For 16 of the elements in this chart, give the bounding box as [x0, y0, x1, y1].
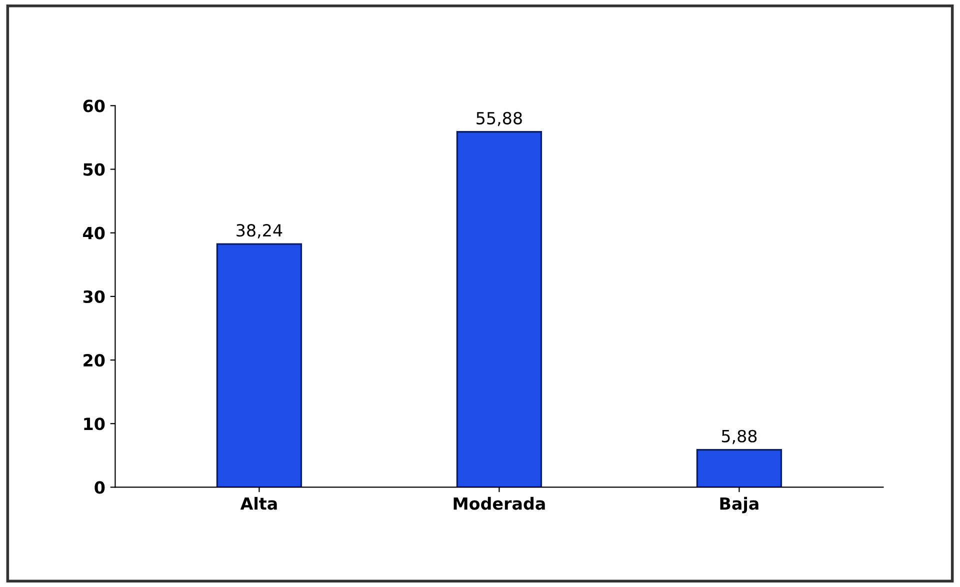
- data-label: 5,88: [722, 430, 757, 444]
- y-tick-label: 30: [83, 290, 105, 304]
- x-tick-label: Alta: [240, 496, 277, 510]
- x-tick-label: Moderada: [454, 496, 545, 510]
- data-label: 55,88: [476, 112, 522, 126]
- x-tick-label: Baja: [720, 496, 758, 514]
- bar: [216, 243, 302, 488]
- y-tick-label: 0: [94, 481, 105, 494]
- data-label: 38,24: [236, 224, 282, 238]
- bar: [696, 448, 782, 488]
- y-tick-label: 40: [83, 226, 105, 240]
- y-tick-label: 10: [84, 418, 105, 430]
- bar: [456, 131, 542, 488]
- y-tick-label: 20: [84, 354, 105, 367]
- y-tick-label: 60: [83, 100, 105, 112]
- y-tick-label: 50: [84, 163, 105, 176]
